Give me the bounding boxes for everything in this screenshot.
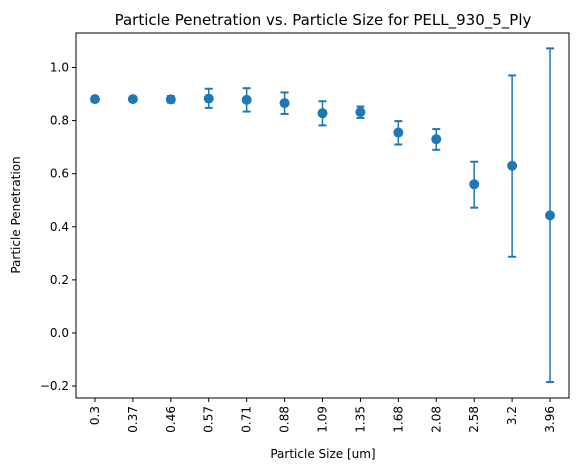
x-tick-label: 3.2 [505,406,519,425]
x-tick-label: 1.35 [353,406,367,433]
y-axis-ticks: −0.2 0.0 0.2 0.4 0.6 0.8 1.0 [40,61,76,393]
data-point [545,210,556,221]
x-axis-ticks: 0.3 0.37 0.46 0.57 0.71 0.88 1.09 1.35 1.68 2.08 2… [88,398,557,433]
y-tick-label: 0.6 [50,167,69,181]
data-point [241,94,252,105]
y-tick-label: 1.0 [50,61,69,75]
x-tick-label: 0.46 [164,406,178,433]
error-bars [90,47,555,384]
data-point [203,93,214,104]
x-tick-label: 0.71 [240,406,254,433]
data-point [165,94,176,105]
y-axis-label: Particle Penetration [9,156,23,273]
x-tick-label: 1.09 [316,406,330,433]
data-point [393,127,404,138]
x-tick-label: 0.37 [126,406,140,433]
data-point [127,94,138,105]
y-tick-label: 0.2 [50,273,69,287]
data-point [279,98,290,109]
data-markers [89,93,556,221]
data-point [431,134,442,145]
x-tick-label: 0.88 [278,406,292,433]
x-tick-label: 2.58 [467,406,481,433]
data-point [469,179,480,190]
chart-title: Particle Penetration vs. Particle Size f… [115,11,532,30]
x-tick-label: 1.68 [391,406,405,433]
x-tick-label: 3.96 [543,406,557,433]
data-point [317,108,328,119]
y-tick-label: 0.4 [50,220,69,234]
data-point [89,94,100,105]
y-tick-label: 0.0 [50,326,69,340]
plot-frame [75,32,570,399]
data-point [507,160,518,171]
y-tick-label: 0.8 [50,114,69,128]
x-tick-label: 0.3 [88,406,102,425]
x-tick-label: 0.57 [202,406,216,433]
x-axis-label: Particle Size [um] [270,447,375,461]
x-tick-label: 2.08 [429,406,443,433]
y-tick-label: −0.2 [40,379,69,393]
data-point [355,107,366,118]
